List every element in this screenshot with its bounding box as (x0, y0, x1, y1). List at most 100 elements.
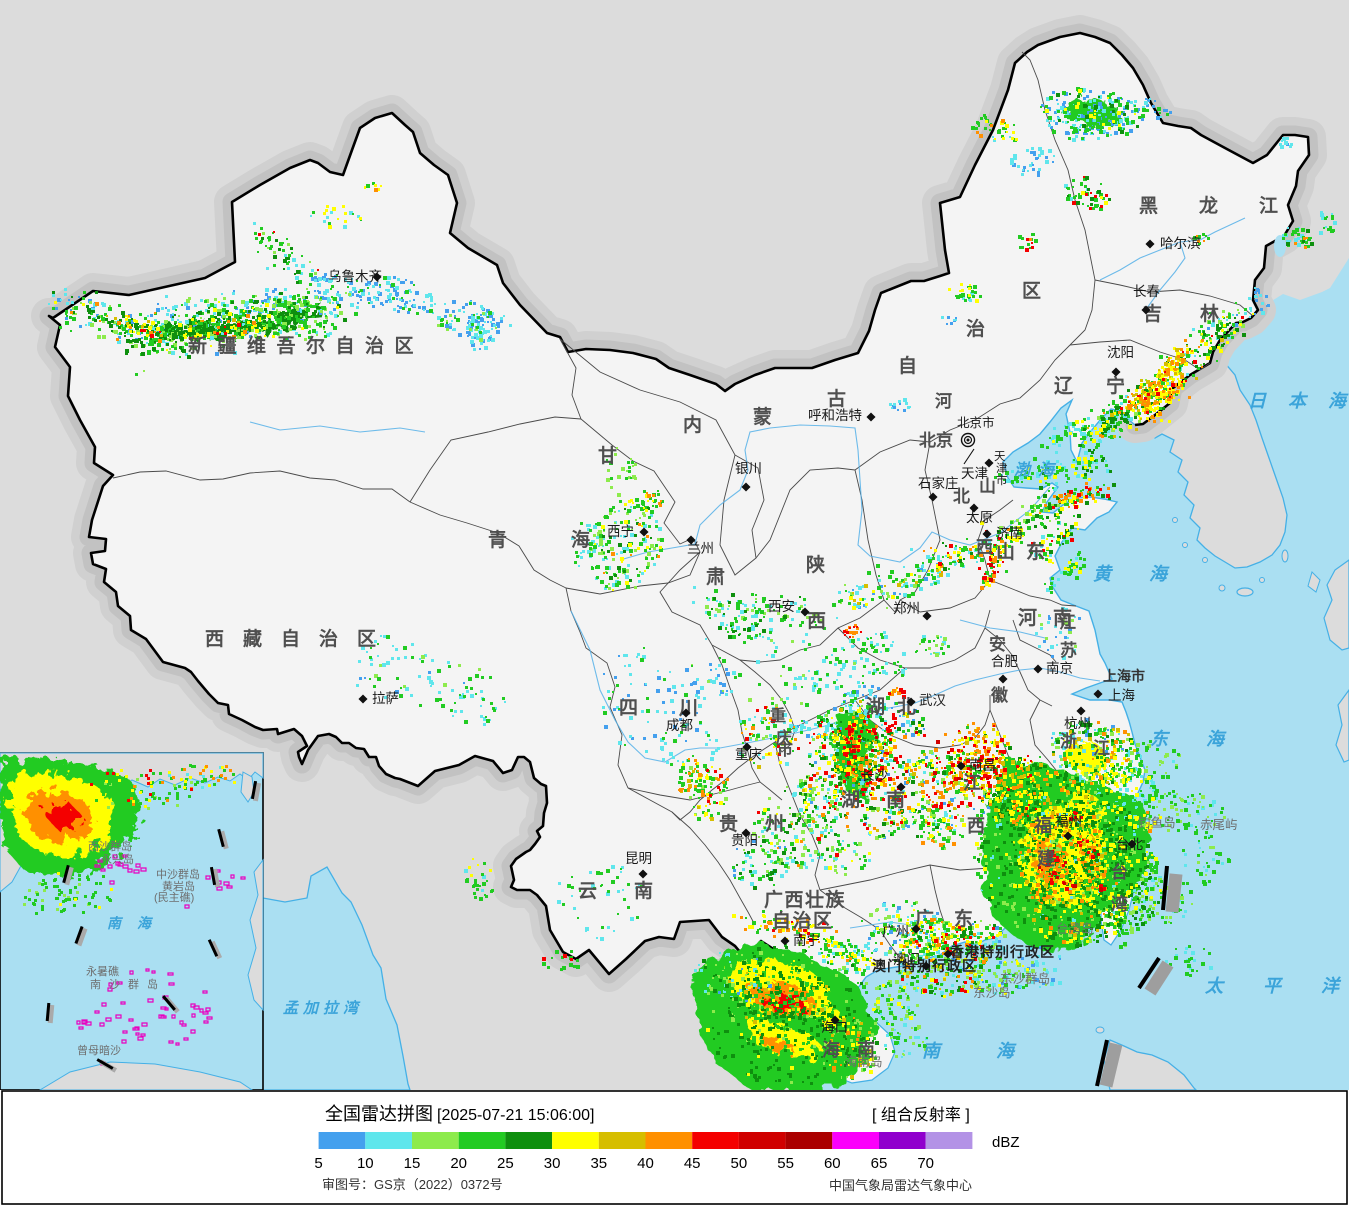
svg-text:[2025-07-21 15:06:00]: [2025-07-21 15:06:00] (437, 1107, 594, 1124)
svg-text:天: 天 (994, 451, 1006, 463)
svg-text:陕: 陕 (806, 553, 825, 576)
svg-text:湾: 湾 (1111, 894, 1128, 914)
svg-text:安: 安 (989, 634, 1006, 654)
svg-text:全国雷达拼图: 全国雷达拼图 (325, 1104, 433, 1124)
svg-text:上海市: 上海市 (1103, 668, 1145, 684)
svg-text:黄岩岛: 黄岩岛 (162, 879, 195, 893)
svg-text:70: 70 (917, 1155, 934, 1172)
svg-text:东沙岛: 东沙岛 (973, 985, 1011, 1000)
svg-text:吉林: 吉林 (1143, 302, 1257, 325)
svg-text:兰州: 兰州 (687, 541, 714, 556)
svg-text:哈尔滨: 哈尔滨 (1160, 236, 1201, 251)
svg-text:永暑礁: 永暑礁 (86, 964, 119, 978)
svg-text:50: 50 (731, 1155, 748, 1172)
svg-text:西安: 西安 (768, 599, 795, 614)
svg-text:孟加拉湾: 孟加拉湾 (283, 999, 363, 1017)
svg-text:日本海: 日本海 (1248, 391, 1349, 411)
svg-text:山: 山 (979, 477, 996, 496)
svg-text:海: 海 (822, 1039, 840, 1060)
svg-text:海南岛: 海南岛 (845, 1054, 883, 1069)
svg-text:西宁: 西宁 (607, 523, 634, 539)
svg-text:辽宁: 辽宁 (1054, 374, 1158, 397)
svg-text:徽: 徽 (990, 685, 1009, 705)
svg-text:黑龙江: 黑龙江 (1139, 194, 1319, 217)
svg-text:济南: 济南 (996, 526, 1023, 541)
svg-text:古: 古 (827, 387, 846, 410)
svg-text:浙: 浙 (1060, 731, 1077, 751)
svg-text:郑州: 郑州 (893, 601, 920, 616)
svg-text:青海: 青海 (488, 528, 654, 551)
svg-text:自: 自 (898, 354, 917, 377)
svg-text:西: 西 (967, 816, 985, 836)
svg-text:武汉: 武汉 (919, 693, 947, 708)
svg-text:65: 65 (871, 1155, 888, 1172)
svg-text:重: 重 (770, 706, 786, 725)
svg-text:东沙群岛: 东沙群岛 (1000, 971, 1050, 986)
svg-text:西: 西 (976, 538, 993, 557)
svg-text:自治区: 自治区 (772, 909, 834, 932)
svg-text:25: 25 (497, 1155, 514, 1172)
svg-text:江: 江 (963, 773, 981, 793)
svg-text:广西壮族: 广西壮族 (764, 888, 846, 911)
svg-text:40: 40 (637, 1155, 654, 1172)
svg-text:[ 组合反射率 ]: [ 组合反射率 ] (872, 1106, 970, 1124)
svg-text:河: 河 (935, 392, 952, 411)
svg-text:福: 福 (1033, 815, 1052, 836)
svg-text:苏: 苏 (1060, 640, 1077, 660)
svg-text:45: 45 (684, 1155, 701, 1172)
svg-text:拉萨: 拉萨 (372, 691, 399, 706)
svg-text:津: 津 (996, 462, 1008, 475)
svg-text:河南: 河南 (1018, 607, 1088, 629)
svg-text:治: 治 (966, 317, 985, 340)
svg-text:渤海: 渤海 (1014, 461, 1062, 479)
svg-text:北京: 北京 (919, 430, 953, 450)
svg-text:太原: 太原 (966, 510, 993, 525)
svg-text:中沙群岛: 中沙群岛 (156, 867, 200, 881)
svg-text:银川: 银川 (735, 461, 762, 476)
svg-text:30: 30 (544, 1155, 561, 1172)
svg-text:长春: 长春 (1133, 284, 1161, 299)
svg-text:台: 台 (1111, 862, 1128, 882)
svg-text:江: 江 (1093, 739, 1110, 758)
svg-text:南海: 南海 (922, 1041, 1070, 1061)
svg-text:黄海: 黄海 (1093, 564, 1205, 584)
svg-text:福州: 福州 (1055, 814, 1082, 829)
svg-text:北京市: 北京市 (957, 415, 995, 430)
svg-text:新疆维吾尔自治区: 新疆维吾尔自治区 (188, 334, 424, 357)
svg-text:杭州: 杭州 (1064, 716, 1091, 731)
svg-text:庆: 庆 (775, 728, 792, 747)
svg-text:南宁: 南宁 (793, 932, 820, 948)
svg-text:西藏自治区: 西藏自治区 (205, 627, 395, 650)
svg-text:贵州: 贵州 (719, 813, 811, 835)
svg-text:5: 5 (314, 1155, 322, 1172)
svg-text:60: 60 (824, 1155, 841, 1172)
svg-text:江: 江 (1059, 613, 1076, 632)
svg-text:云南: 云南 (578, 880, 690, 902)
svg-text:钓鱼岛: 钓鱼岛 (1138, 815, 1176, 830)
svg-text:长沙: 长沙 (861, 768, 888, 783)
svg-text:广东: 广东 (915, 907, 993, 930)
svg-text:西沙群岛: 西沙群岛 (88, 839, 132, 853)
svg-text:台湾岛: 台湾岛 (1056, 921, 1094, 936)
svg-text:沈阳: 沈阳 (1107, 345, 1134, 360)
svg-text:区: 区 (1022, 281, 1041, 302)
svg-text:55: 55 (777, 1155, 794, 1172)
svg-text:山东: 山东 (996, 540, 1056, 563)
svg-text:天津: 天津 (961, 466, 988, 481)
svg-text:内: 内 (683, 413, 702, 436)
svg-text:呼和浩特: 呼和浩特 (808, 408, 862, 423)
svg-text:石家庄: 石家庄 (918, 475, 959, 491)
svg-text:蒙: 蒙 (753, 406, 772, 428)
svg-text:广州: 广州 (882, 924, 909, 939)
svg-text:永兴岛: 永兴岛 (101, 852, 134, 866)
svg-text:昆明: 昆明 (625, 851, 652, 866)
svg-text:贵阳: 贵阳 (731, 833, 758, 848)
svg-text:北: 北 (953, 487, 970, 506)
svg-text:西: 西 (807, 611, 826, 632)
svg-text:肃: 肃 (706, 565, 725, 588)
svg-text:20: 20 (450, 1155, 467, 1172)
svg-text:东海: 东海 (1150, 729, 1262, 749)
svg-text:15: 15 (404, 1155, 421, 1172)
svg-text:湖北: 湖北 (866, 696, 928, 718)
svg-text:曾母暗沙: 曾母暗沙 (77, 1043, 121, 1057)
